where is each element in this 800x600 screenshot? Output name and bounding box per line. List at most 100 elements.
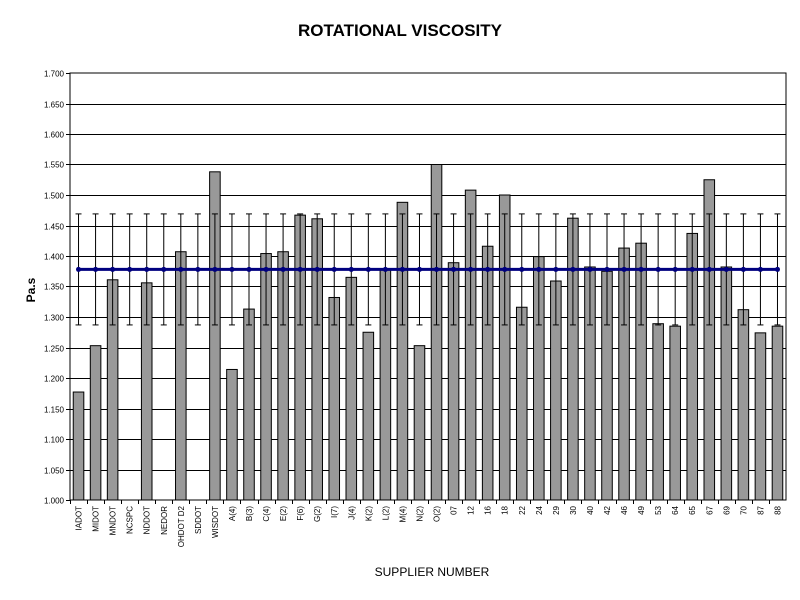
x-tick-label: G(2) — [313, 506, 322, 522]
x-tick-label: 70 — [739, 505, 748, 514]
reference-marker — [365, 266, 371, 272]
y-tick-label: 1.350 — [44, 283, 65, 292]
y-tick-label: 1.000 — [44, 497, 65, 506]
y-tick-label: 1.050 — [44, 467, 65, 476]
bar — [362, 331, 375, 501]
bar — [754, 332, 767, 501]
reference-marker — [468, 266, 474, 272]
bar — [226, 368, 238, 501]
reference-marker — [485, 266, 491, 272]
x-tick-label: SDDOT — [194, 506, 203, 534]
x-tick-label: WISDOT — [211, 506, 220, 538]
x-tick-label: OHDOT D2 — [177, 505, 186, 547]
reference-marker — [76, 266, 82, 272]
x-tick-label: MIDOT — [92, 506, 101, 532]
reference-marker — [127, 266, 133, 272]
reference-marker — [297, 266, 303, 272]
x-tick-label: 64 — [671, 505, 680, 514]
reference-marker — [774, 266, 780, 272]
reference-marker — [161, 266, 167, 272]
x-tick-label: NDDOT — [143, 506, 152, 535]
reference-marker — [553, 266, 559, 272]
bar — [515, 306, 528, 501]
x-tick-label: E(2) — [279, 506, 288, 521]
x-tick-label: NEDOR — [160, 506, 169, 535]
reference-marker — [144, 266, 150, 272]
x-tick-label: L(2) — [381, 506, 390, 521]
reference-marker — [93, 266, 99, 272]
reference-marker — [723, 266, 729, 272]
y-tick-label: 1.250 — [44, 345, 65, 354]
reference-marker — [110, 266, 116, 272]
x-tick-label: N(2) — [415, 506, 424, 522]
x-tick-label: 53 — [654, 505, 663, 514]
reference-marker — [314, 266, 320, 272]
x-tick-label: MNDOT — [109, 506, 118, 535]
x-tick-label: 07 — [450, 505, 459, 514]
reference-marker — [451, 266, 457, 272]
x-tick-label: 67 — [705, 505, 714, 514]
bar — [771, 325, 784, 501]
bar — [72, 391, 85, 501]
reference-marker — [536, 266, 542, 272]
y-tick-label: 1.700 — [44, 70, 65, 79]
x-tick-label: 49 — [637, 505, 646, 514]
bar — [430, 164, 443, 501]
y-tick-label: 1.550 — [44, 161, 65, 170]
y-tick-label: 1.650 — [44, 101, 65, 110]
reference-marker — [331, 266, 337, 272]
reference-marker — [502, 266, 508, 272]
x-tick-label: K(2) — [364, 506, 373, 521]
reference-marker — [178, 266, 184, 272]
reference-marker — [621, 266, 627, 272]
x-tick-label: A(4) — [228, 506, 237, 521]
bar — [396, 201, 409, 501]
bar — [737, 309, 750, 501]
reference-marker — [382, 266, 388, 272]
x-tick-label: J(4) — [347, 506, 356, 520]
reference-marker — [263, 266, 269, 272]
x-tick-label: 16 — [484, 505, 493, 514]
x-tick-label: 40 — [586, 505, 595, 514]
reference-marker — [434, 266, 440, 272]
x-tick-label: 24 — [535, 505, 544, 514]
x-tick-label: 18 — [501, 505, 510, 514]
x-tick-label: 65 — [688, 505, 697, 514]
reference-marker — [757, 266, 763, 272]
y-tick-label: 1.400 — [44, 253, 65, 262]
bar — [413, 345, 426, 501]
reference-marker — [195, 266, 201, 272]
reference-marker — [587, 266, 593, 272]
y-tick-label: 1.600 — [44, 131, 65, 140]
y-tick-label: 1.450 — [44, 223, 65, 232]
x-tick-label: 12 — [467, 505, 476, 514]
y-tick-label: 1.150 — [44, 406, 65, 415]
reference-marker — [399, 266, 405, 272]
reference-marker — [348, 266, 354, 272]
bar — [89, 345, 102, 501]
x-tick-label: 29 — [552, 505, 561, 514]
reference-marker — [655, 266, 661, 272]
reference-marker — [740, 266, 746, 272]
x-tick-label: F(6) — [296, 506, 305, 521]
y-tick-label: 1.100 — [44, 436, 65, 445]
x-tick-label: 88 — [773, 505, 782, 514]
x-axis-label: SUPPLIER NUMBER — [374, 565, 490, 579]
reference-marker — [519, 266, 525, 272]
bar — [243, 308, 255, 501]
chart-title: ROTATIONAL VISCOSITY — [297, 21, 502, 40]
x-tick-label: B(3) — [245, 506, 254, 521]
x-tick-label: C(4) — [262, 506, 271, 522]
reference-marker — [246, 266, 252, 272]
bar — [669, 325, 681, 501]
reference-marker — [416, 266, 422, 272]
reference-marker — [570, 266, 576, 272]
reference-marker — [229, 266, 235, 272]
bar — [464, 189, 477, 501]
y-tick-label: 1.300 — [44, 314, 65, 323]
bar — [652, 323, 664, 501]
y-tick-label: 1.200 — [44, 375, 65, 384]
x-tick-label: M(4) — [398, 506, 407, 523]
bar — [703, 179, 716, 501]
